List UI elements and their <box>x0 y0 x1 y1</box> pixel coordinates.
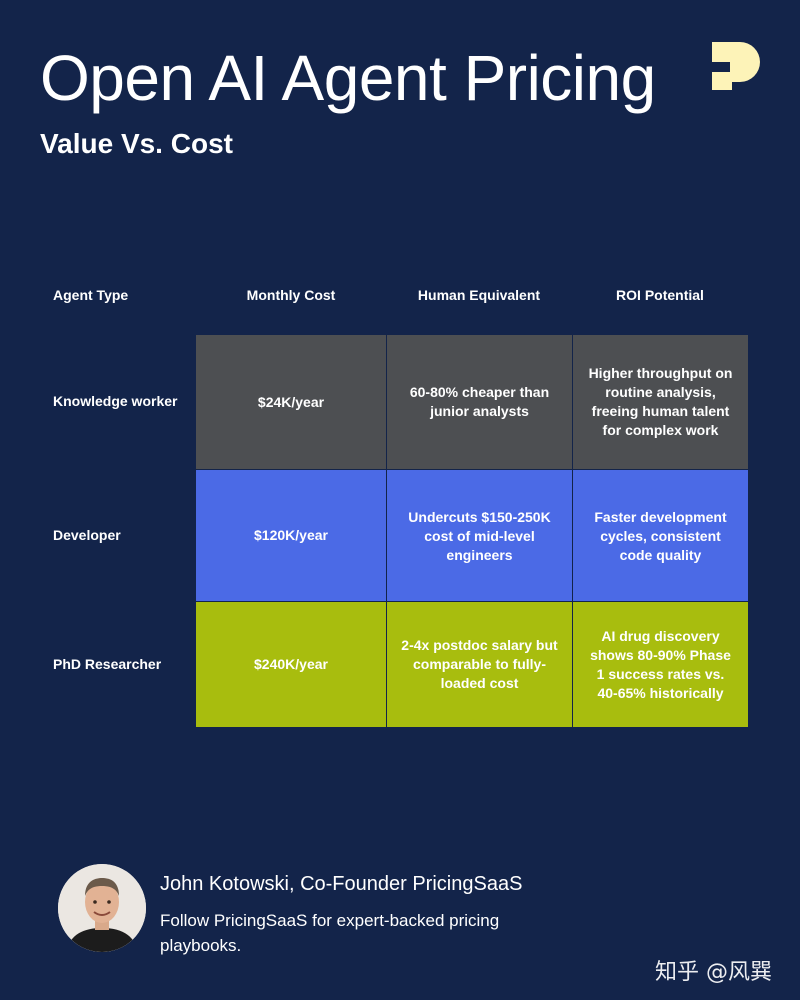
cell-roi-potential: Faster development cycles, consistent co… <box>573 470 748 601</box>
author-avatar <box>58 864 146 952</box>
column-header-human-equivalent: Human Equivalent <box>417 287 541 303</box>
cell-monthly-cost: $240K/year <box>196 602 386 727</box>
row-label-knowledge-worker: Knowledge worker <box>53 393 178 409</box>
row-label-phd-researcher: PhD Researcher <box>53 656 162 672</box>
cell-human-equivalent: 2-4x postdoc salary but comparable to fu… <box>387 602 572 727</box>
column-header-monthly-cost: Monthly Cost <box>246 287 336 303</box>
page-title: Open AI Agent Pricing <box>40 42 656 114</box>
pricingsaas-logo-icon <box>712 42 760 90</box>
cell-human-equivalent: 60-80% cheaper than junior analysts <box>387 335 572 469</box>
author-name: John Kotowski, Co-Founder PricingSaaS <box>160 873 523 895</box>
cell-roi-potential: Higher throughput on routine analysis, f… <box>573 335 748 469</box>
cell-human-equivalent: Undercuts $150-250K cost of mid-level en… <box>387 470 572 601</box>
watermark: 知乎 @风巽 <box>655 960 772 985</box>
cell-monthly-cost: $120K/year <box>196 470 386 601</box>
page-subtitle: Value Vs. Cost <box>40 128 233 159</box>
cell-roi-potential: AI drug discovery shows 80-90% Phase 1 s… <box>573 602 748 727</box>
row-label-developer: Developer <box>53 527 121 543</box>
column-header-agent-type: Agent Type <box>53 287 129 303</box>
follow-text: Follow PricingSaaS for expert-backed pri… <box>160 911 500 955</box>
cell-monthly-cost: $24K/year <box>196 335 386 469</box>
person-icon <box>58 864 146 952</box>
column-header-roi-potential: ROI Potential <box>616 287 704 303</box>
